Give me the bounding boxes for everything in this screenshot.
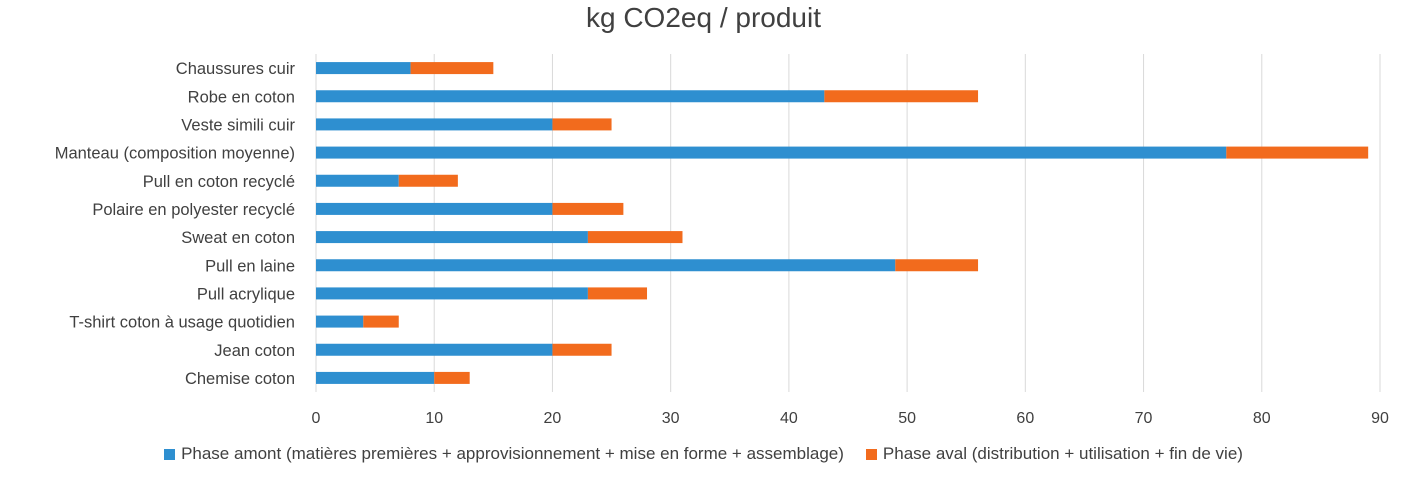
bar-upstream-3 bbox=[316, 146, 1227, 159]
bar-upstream-0 bbox=[316, 62, 411, 75]
bar-downstream-2 bbox=[552, 118, 612, 131]
bar-upstream-8 bbox=[316, 287, 588, 300]
legend-swatch-downstream bbox=[865, 448, 877, 460]
x-tick-label-80: 80 bbox=[1253, 410, 1271, 427]
category-label-0: Chaussures cuir bbox=[176, 60, 296, 78]
legend: Phase amont (matières premières + approv… bbox=[0, 444, 1407, 464]
bar-upstream-5 bbox=[316, 202, 553, 215]
legend-label-upstream: Phase amont (matières premières + approv… bbox=[181, 444, 844, 463]
x-tick-label-90: 90 bbox=[1371, 410, 1389, 427]
category-label-2: Veste simili cuir bbox=[181, 116, 295, 134]
x-tick-label-0: 0 bbox=[312, 410, 321, 427]
bar-downstream-3 bbox=[1226, 146, 1369, 159]
category-label-11: Chemise coton bbox=[185, 370, 295, 388]
x-tick-label-10: 10 bbox=[425, 410, 443, 427]
bar-upstream-4 bbox=[316, 174, 399, 187]
bar-upstream-11 bbox=[316, 371, 435, 384]
bar-downstream-6 bbox=[587, 231, 683, 244]
bar-upstream-10 bbox=[316, 343, 553, 356]
category-label-4: Pull en coton recyclé bbox=[143, 173, 295, 191]
bar-upstream-7 bbox=[316, 259, 896, 272]
category-label-7: Pull en laine bbox=[205, 257, 295, 275]
category-label-10: Jean coton bbox=[214, 342, 295, 360]
plot-area: 0 10 20 30 40 50 60 70 80 90 Chaussures cuir Robe e… bbox=[55, 54, 1389, 427]
bar-upstream-2 bbox=[316, 118, 553, 131]
x-tick-label-70: 70 bbox=[1135, 410, 1153, 427]
category-label-3: Manteau (composition moyenne) bbox=[55, 145, 295, 163]
bar-upstream-1 bbox=[316, 90, 825, 103]
bar-downstream-4 bbox=[398, 174, 458, 187]
bar-downstream-5 bbox=[552, 202, 624, 215]
legend-swatch-upstream bbox=[164, 448, 176, 460]
x-tick-label-60: 60 bbox=[1016, 410, 1034, 427]
bar-downstream-8 bbox=[587, 287, 648, 300]
bar-upstream-9 bbox=[316, 315, 364, 328]
bar-downstream-11 bbox=[434, 371, 470, 384]
category-label-9: T-shirt coton à usage quotidien bbox=[69, 314, 295, 332]
x-tick-label-40: 40 bbox=[780, 410, 798, 427]
legend-item-downstream: Phase aval (distribution + utilisation +… bbox=[865, 444, 1243, 464]
x-tick-label-30: 30 bbox=[662, 410, 680, 427]
bar-downstream-7 bbox=[895, 259, 979, 272]
x-tick-label-20: 20 bbox=[544, 410, 562, 427]
legend-item-upstream: Phase amont (matières premières + approv… bbox=[164, 444, 844, 464]
chart-title: kg CO2eq / produit bbox=[585, 2, 822, 33]
bar-upstream-6 bbox=[316, 231, 588, 244]
legend-label-downstream: Phase aval (distribution + utilisation +… bbox=[882, 444, 1243, 463]
bar-downstream-1 bbox=[824, 90, 979, 103]
category-label-5: Polaire en polyester recyclé bbox=[92, 201, 295, 219]
category-label-8: Pull acrylique bbox=[197, 285, 295, 303]
x-tick-label-50: 50 bbox=[898, 410, 916, 427]
bar-downstream-0 bbox=[410, 62, 494, 75]
bar-downstream-10 bbox=[552, 343, 612, 356]
category-label-1: Robe en coton bbox=[188, 88, 295, 106]
category-label-6: Sweat en coton bbox=[181, 229, 295, 247]
bar-downstream-9 bbox=[363, 315, 399, 328]
